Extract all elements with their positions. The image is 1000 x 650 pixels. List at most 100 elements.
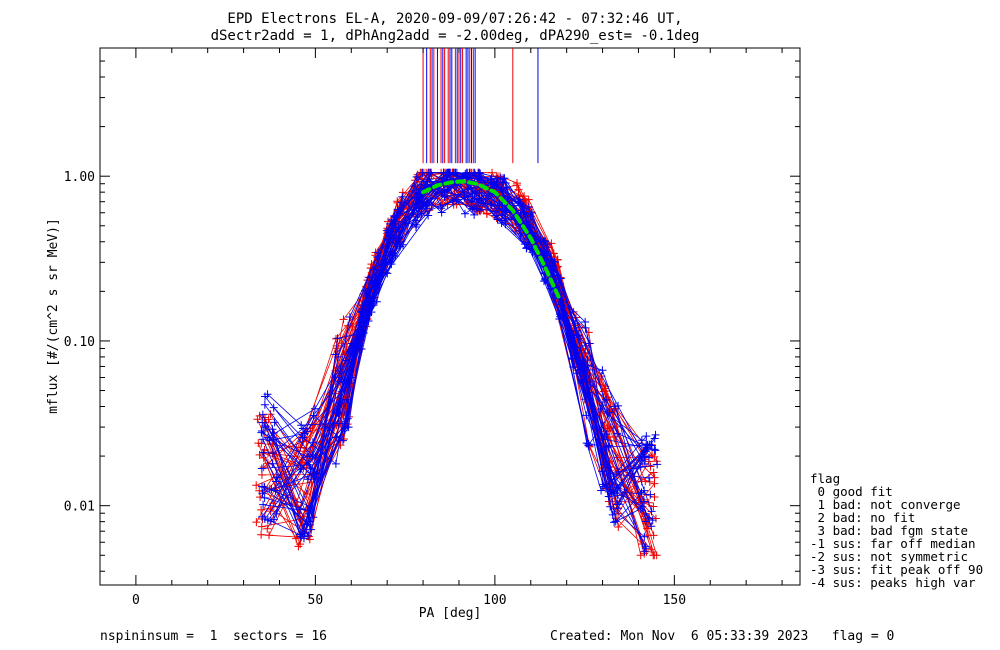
red-point (514, 185, 523, 194)
red-point (584, 328, 593, 337)
blue-trace (275, 172, 650, 492)
blue-point (651, 430, 660, 439)
y-tick-label: 1.00 (64, 170, 95, 185)
blue-point (515, 195, 524, 204)
blue-point (653, 460, 662, 469)
blue-point (358, 313, 367, 322)
blue-point (412, 220, 421, 229)
red-point (336, 441, 345, 450)
blue-point (640, 532, 649, 541)
blue-point (306, 525, 315, 534)
blue-point (606, 502, 615, 511)
blue-point (490, 178, 499, 187)
red-point (305, 535, 314, 544)
blue-point (389, 222, 398, 231)
blue-point (271, 486, 280, 495)
blue-point (423, 177, 432, 186)
blue-point (258, 410, 267, 419)
blue-point (263, 390, 272, 399)
blue-point (257, 464, 266, 473)
red-point (252, 518, 261, 527)
legend-item: 2 bad: no fit (810, 510, 915, 525)
blue-point (645, 473, 654, 482)
blue-point (474, 168, 483, 177)
blue-point (309, 411, 318, 420)
blue-point (651, 446, 660, 455)
blue-point (475, 206, 484, 215)
blue-point (555, 315, 564, 324)
blue-point (331, 350, 340, 359)
red-point (649, 468, 658, 477)
blue-point (261, 421, 270, 430)
blue-point (650, 445, 659, 454)
blue-point (602, 430, 611, 439)
blue-trace (270, 183, 647, 538)
blue-point (305, 520, 314, 529)
blue-point (580, 366, 589, 375)
blue-trace (264, 173, 651, 511)
blue-point (344, 423, 353, 432)
blue-point (398, 192, 407, 201)
legend: flag 0 good fit 1 bad: not converge 2 ba… (810, 471, 983, 590)
red-point (257, 522, 266, 531)
blue-point (269, 449, 278, 458)
blue-point (583, 356, 592, 365)
legend-item: 0 good fit (810, 484, 893, 499)
blue-point (303, 452, 312, 461)
blue-point (541, 274, 550, 283)
blue-point (271, 477, 280, 486)
red-trace (268, 172, 643, 545)
chart-title: EPD Electrons EL-A, 2020-09-09/07:26:42 … (227, 11, 682, 27)
blue-trace (272, 172, 643, 454)
blue-point (613, 429, 622, 438)
blue-point (460, 209, 469, 218)
blue-point (365, 295, 374, 304)
blue-point (645, 514, 654, 523)
blue-point (524, 203, 533, 212)
blue-point (258, 435, 267, 444)
blue-point (303, 506, 312, 515)
blue-trace (261, 184, 646, 518)
blue-point (268, 425, 277, 434)
blue-point (644, 453, 653, 462)
blue-point (582, 439, 591, 448)
blue-point (410, 182, 419, 191)
red-point (263, 524, 272, 533)
blue-point (260, 400, 269, 409)
red-point (599, 387, 608, 396)
blue-point (526, 212, 535, 221)
legend-title: flag (810, 471, 840, 486)
blue-point (461, 170, 470, 179)
red-trace (268, 172, 654, 536)
blue-point (394, 223, 403, 232)
red-point (266, 410, 275, 419)
blue-point (304, 531, 313, 540)
footer-right: Created: Mon Nov 6 05:33:39 2023 flag = … (550, 629, 894, 644)
blue-point (310, 404, 319, 413)
legend-item: 3 bad: bad fgm state (810, 523, 968, 538)
blue-point (647, 522, 656, 531)
blue-point (333, 334, 342, 343)
blue-trace (273, 182, 647, 520)
legend-item: -2 sus: not symmetric (810, 549, 968, 564)
blue-point (345, 312, 354, 321)
blue-point (365, 273, 374, 282)
blue-point (540, 236, 549, 245)
red-point (254, 439, 263, 448)
legend-item: -3 sus: fit peak off 90 (810, 562, 983, 577)
blue-trace (273, 172, 641, 523)
fit-curve (421, 179, 562, 301)
blue-point (258, 482, 267, 491)
x-tick-label: 0 (132, 593, 140, 608)
blue-point (414, 188, 423, 197)
blue-point (606, 469, 615, 478)
blue-point (636, 462, 645, 471)
blue-point (374, 248, 383, 257)
blue-point (259, 448, 268, 457)
blue-point (614, 504, 623, 513)
blue-point (640, 460, 649, 469)
red-point (649, 551, 658, 560)
blue-point (637, 436, 646, 445)
blue-trace (264, 172, 643, 508)
red-trace (261, 174, 658, 556)
